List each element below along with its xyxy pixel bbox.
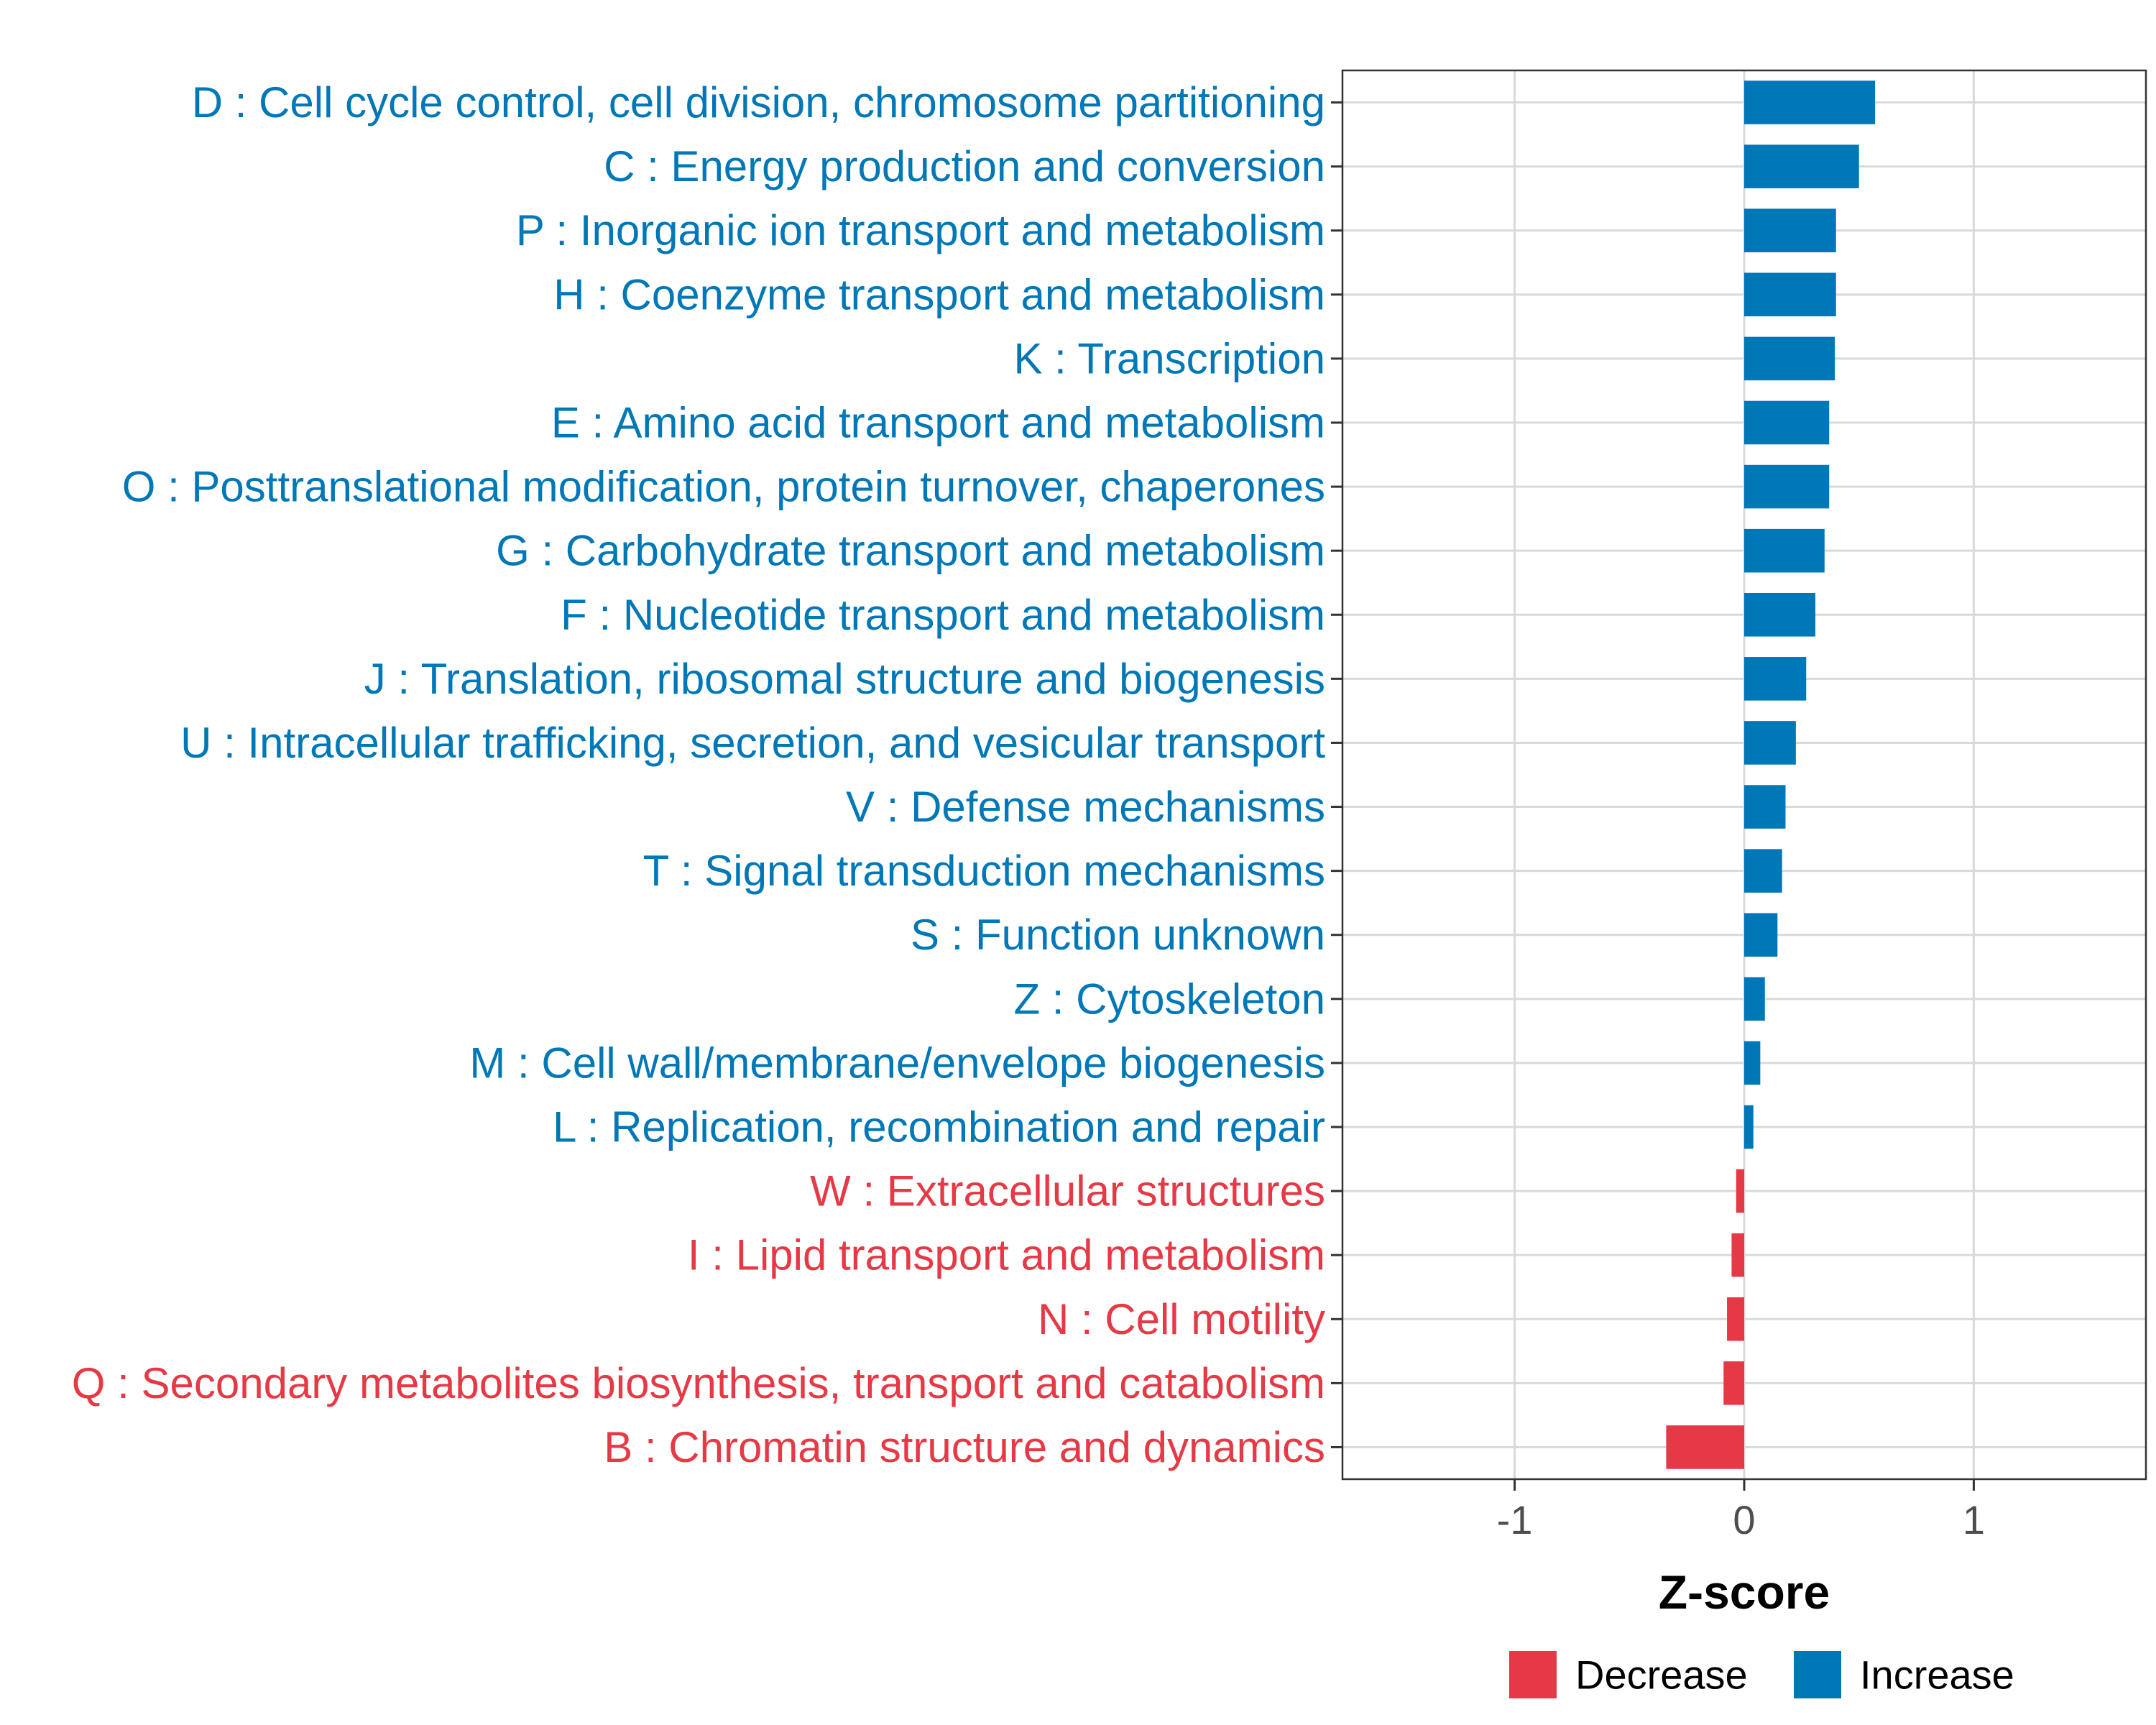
category-label: W : Extracellular structures xyxy=(810,1167,1325,1215)
category-label: K : Transcription xyxy=(1013,334,1325,382)
bar xyxy=(1744,592,1816,637)
x-axis: -1 0 1 xyxy=(1497,1479,1985,1542)
bar xyxy=(1744,208,1836,253)
category-label: T : Signal transduction mechanisms xyxy=(643,847,1325,895)
y-axis: D : Cell cycle control, cell division, c… xyxy=(72,78,1342,1471)
bar xyxy=(1744,785,1786,829)
bar xyxy=(1731,1233,1744,1277)
category-label: P : Inorganic ion transport and metaboli… xyxy=(516,206,1325,254)
bar xyxy=(1744,977,1765,1021)
category-label: O : Posttranslational modification, prot… xyxy=(122,463,1325,511)
bar xyxy=(1744,657,1807,701)
bar xyxy=(1723,1361,1744,1405)
category-label: H : Coenzyme transport and metabolism xyxy=(553,270,1325,318)
category-label: I : Lipid transport and metabolism xyxy=(688,1231,1325,1279)
bar xyxy=(1744,272,1836,317)
bar xyxy=(1744,80,1876,124)
bars xyxy=(1666,80,1876,1469)
bar xyxy=(1744,528,1825,573)
category-label: M : Cell wall/membrane/envelope biogenes… xyxy=(469,1039,1325,1087)
category-label: Z : Cytoskeleton xyxy=(1013,975,1325,1023)
x-tick-label: -1 xyxy=(1497,1497,1533,1542)
bar xyxy=(1744,1041,1761,1085)
bar xyxy=(1744,336,1835,381)
category-label: G : Carbohydrate transport and metabolis… xyxy=(496,527,1325,575)
legend: Decrease Increase xyxy=(1509,1651,2014,1698)
bar xyxy=(1727,1297,1744,1341)
x-axis-title: Z-score xyxy=(1659,1565,1830,1619)
legend-swatch xyxy=(1509,1651,1557,1698)
bar xyxy=(1744,400,1830,445)
category-label: E : Amino acid transport and metabolism xyxy=(551,399,1325,447)
category-label: B : Chromatin structure and dynamics xyxy=(604,1423,1325,1471)
legend-label: Increase xyxy=(1860,1652,2014,1698)
bar xyxy=(1736,1169,1744,1213)
category-label: N : Cell motility xyxy=(1038,1295,1325,1343)
bar xyxy=(1744,464,1830,509)
category-label: L : Replication, recombination and repai… xyxy=(553,1103,1325,1151)
category-label: U : Intracellular trafficking, secretion… xyxy=(180,719,1325,767)
x-tick-label: 0 xyxy=(1733,1497,1755,1542)
bar xyxy=(1744,144,1859,188)
category-label: Q : Secondary metabolites biosynthesis, … xyxy=(72,1359,1325,1407)
legend-label: Decrease xyxy=(1575,1652,1748,1698)
legend-swatch xyxy=(1794,1651,1841,1698)
bar xyxy=(1666,1425,1744,1469)
category-label: C : Energy production and conversion xyxy=(604,142,1325,190)
category-label: V : Defense mechanisms xyxy=(846,783,1325,831)
x-tick-label: 1 xyxy=(1963,1497,1985,1542)
bar xyxy=(1744,849,1782,893)
category-label: D : Cell cycle control, cell division, c… xyxy=(192,78,1325,126)
category-label: S : Function unknown xyxy=(911,911,1325,959)
category-label: F : Nucleotide transport and metabolism xyxy=(561,591,1325,639)
bar xyxy=(1744,913,1778,957)
bar xyxy=(1744,721,1796,765)
category-label: J : Translation, ribosomal structure and… xyxy=(364,655,1325,703)
bar xyxy=(1744,1105,1754,1149)
